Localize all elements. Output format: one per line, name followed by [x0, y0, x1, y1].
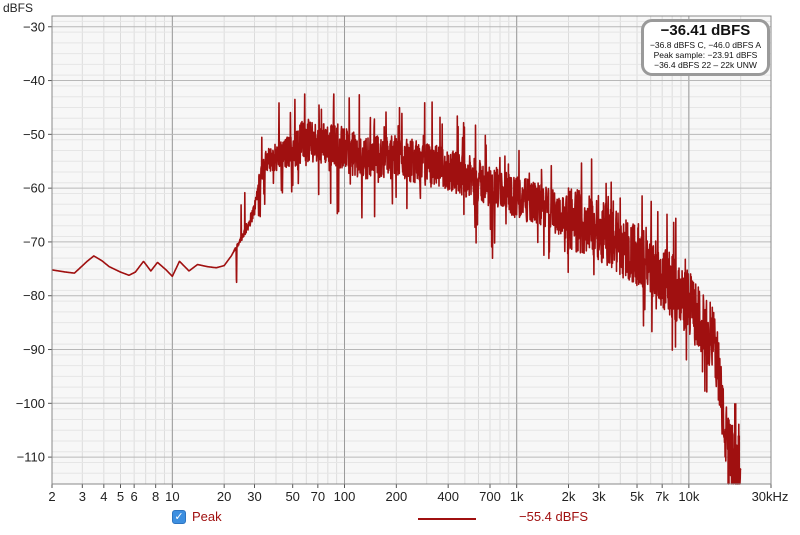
y-tick-label: −100 [16, 396, 45, 411]
y-axis-unit-label: dBFS [3, 1, 33, 15]
y-tick-label: −40 [23, 73, 45, 88]
readout-main-value: −36.41 dBFS [660, 22, 751, 39]
x-tick-label: 5 [117, 489, 124, 504]
x-tick-label: 4 [100, 489, 107, 504]
x-tick-label: 8 [152, 489, 159, 504]
y-tick-label: −60 [23, 181, 45, 196]
legend-line-swatch [418, 518, 476, 520]
x-tick-label: 6 [131, 489, 138, 504]
readout-peak-sample: Peak sample: −23.91 dBFS [653, 50, 758, 60]
x-tick-label: 30kHz [752, 489, 789, 504]
x-tick-label: 20 [217, 489, 231, 504]
legend-series-name: Peak [192, 509, 222, 524]
x-tick-label: 2 [48, 489, 55, 504]
x-tick-label: 1k [510, 489, 524, 504]
y-tick-label: −30 [23, 19, 45, 34]
x-axis-ticks: 2 3 4 5 6 8 10 20 30 50 70 100 200 400 700 1k 2k 3k 5k 7k 10… [48, 484, 788, 504]
x-tick-label: 2k [562, 489, 576, 504]
x-tick-label: 50 [285, 489, 299, 504]
y-tick-label: −80 [23, 288, 45, 303]
x-tick-label: 30 [247, 489, 261, 504]
legend-series-value: −55.4 dBFS [519, 509, 589, 524]
y-axis-ticks: −30 −40 −50 −60 −70 −80 −90 −100 −110 [16, 19, 52, 465]
x-tick-label: 70 [311, 489, 325, 504]
plot-frame [51, 15, 772, 485]
x-tick-label: 100 [334, 489, 356, 504]
x-tick-label: 5k [630, 489, 644, 504]
series-layer [51, 93, 742, 485]
x-tick-label: 200 [385, 489, 407, 504]
readout-weighted-values: −36.8 dBFS C, −46.0 dBFS A [649, 40, 762, 50]
y-tick-label: −50 [23, 127, 45, 142]
x-tick-label: 700 [479, 489, 501, 504]
x-tick-label: 3k [592, 489, 606, 504]
x-tick-label: 3 [79, 489, 86, 504]
x-tick-label: 400 [437, 489, 459, 504]
y-tick-label: −70 [23, 234, 45, 249]
readout-unweighted-range: −36.4 dBFS 22 – 22k UNW [654, 60, 757, 70]
y-tick-label: −90 [23, 342, 45, 357]
y-tick-label: −110 [17, 450, 45, 465]
peak-spectrum-line [51, 93, 742, 485]
peak-checkbox[interactable]: ✓ [172, 510, 186, 524]
x-tick-label: 7k [655, 489, 669, 504]
level-readout-panel: −36.41 dBFS −36.8 dBFS C, −46.0 dBFS A P… [641, 19, 770, 76]
x-tick-label: 10 [165, 489, 179, 504]
x-tick-label: 10k [678, 489, 699, 504]
